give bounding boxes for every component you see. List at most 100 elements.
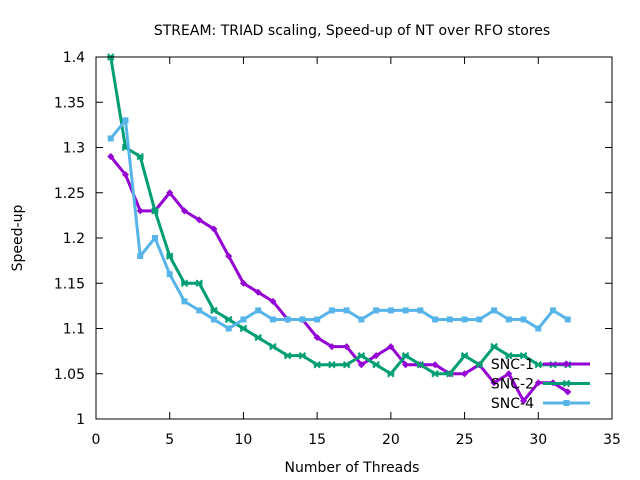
data-point xyxy=(387,343,395,351)
data-point xyxy=(180,279,189,287)
data-point xyxy=(505,316,512,323)
data-point xyxy=(137,253,144,260)
y-tick-label: 1 xyxy=(76,412,85,428)
data-point xyxy=(402,361,410,369)
data-point xyxy=(432,316,439,323)
y-tick-label: 1.3 xyxy=(63,141,85,157)
data-point xyxy=(373,307,380,314)
data-point xyxy=(534,360,542,369)
legend: SNC-1 SNC-2 SNC-4 xyxy=(491,357,590,412)
data-point xyxy=(107,153,115,161)
data-point xyxy=(225,252,233,260)
data-point xyxy=(535,325,542,332)
chart-title: STREAM: TRIAD scaling, Speed-up of NT ov… xyxy=(154,23,550,39)
y-tick-label: 1.2 xyxy=(63,231,85,247)
data-point xyxy=(328,360,336,369)
x-tick-label: 35 xyxy=(603,432,621,448)
series-layer xyxy=(107,53,572,405)
data-point xyxy=(563,400,570,406)
series-snc-4 xyxy=(107,117,571,332)
data-point xyxy=(107,135,114,142)
data-point xyxy=(225,325,232,332)
data-point xyxy=(255,307,262,314)
x-axis-label: Number of Threads xyxy=(285,460,420,476)
data-point xyxy=(166,189,174,197)
data-point xyxy=(372,352,380,360)
data-point xyxy=(313,334,321,342)
x-tick-label: 20 xyxy=(382,432,400,448)
data-point xyxy=(210,225,218,233)
data-point xyxy=(520,316,527,323)
data-point xyxy=(269,297,277,305)
legend-label: SNC-1 xyxy=(491,357,534,373)
plot-frame xyxy=(95,56,613,420)
data-point xyxy=(505,351,513,360)
data-point xyxy=(564,388,572,396)
data-point xyxy=(357,351,366,360)
data-point xyxy=(431,361,439,369)
legend-item-snc-4: SNC-4 xyxy=(491,396,590,412)
data-point xyxy=(299,316,306,323)
y-tick-label: 1.25 xyxy=(54,186,85,202)
data-point xyxy=(136,152,144,161)
data-point xyxy=(151,207,159,215)
data-point xyxy=(550,307,557,314)
data-point xyxy=(417,307,424,314)
data-point xyxy=(328,343,336,351)
data-point xyxy=(491,307,498,314)
data-point xyxy=(343,307,350,314)
data-point xyxy=(298,351,307,360)
data-point xyxy=(431,370,439,378)
x-tick-label: 10 xyxy=(235,432,253,448)
data-point xyxy=(357,361,365,369)
data-point xyxy=(166,271,173,278)
data-point xyxy=(239,324,248,333)
data-point xyxy=(195,279,203,287)
data-point xyxy=(401,351,410,360)
data-point xyxy=(181,298,188,305)
data-point xyxy=(166,252,174,260)
data-point xyxy=(283,351,292,360)
data-point xyxy=(254,288,262,296)
data-point xyxy=(387,307,394,314)
data-point xyxy=(475,360,484,369)
data-point xyxy=(461,316,468,323)
x-tick-label: 5 xyxy=(165,432,174,448)
series-line-snc-4 xyxy=(109,118,569,330)
data-point xyxy=(343,343,351,351)
data-point xyxy=(446,316,453,323)
data-point xyxy=(239,279,247,287)
data-point xyxy=(121,171,129,179)
y-tick-label: 1.1 xyxy=(63,322,85,338)
data-point xyxy=(460,351,469,360)
data-point xyxy=(490,379,498,387)
data-point xyxy=(240,316,247,323)
data-point xyxy=(210,306,218,315)
data-point xyxy=(505,370,513,378)
x-tick-label: 0 xyxy=(92,432,101,448)
data-point xyxy=(416,360,425,369)
data-point xyxy=(372,360,380,369)
data-point xyxy=(534,379,542,387)
data-point xyxy=(446,370,454,378)
data-point xyxy=(314,316,321,323)
data-point xyxy=(490,342,498,351)
y-tick-label: 1.4 xyxy=(63,50,85,66)
y-tick-label: 1.35 xyxy=(54,95,85,111)
data-point xyxy=(269,342,277,351)
data-point xyxy=(122,117,129,124)
x-tick-label: 15 xyxy=(308,432,326,448)
data-point xyxy=(210,316,217,323)
data-point xyxy=(254,333,262,342)
data-point xyxy=(387,370,395,378)
data-point xyxy=(195,216,203,224)
data-point xyxy=(136,207,144,215)
axis-ticks: 0 5 10 15 20 25 30 35 1 1.05 1.1 1.15 1.2 1.25 1.3 1.35… xyxy=(54,50,621,448)
data-point xyxy=(151,235,158,241)
data-point xyxy=(196,307,203,314)
legend-label: SNC-4 xyxy=(491,396,534,412)
data-point xyxy=(328,307,335,314)
x-tick-label: 30 xyxy=(529,432,547,448)
data-point xyxy=(563,360,570,368)
